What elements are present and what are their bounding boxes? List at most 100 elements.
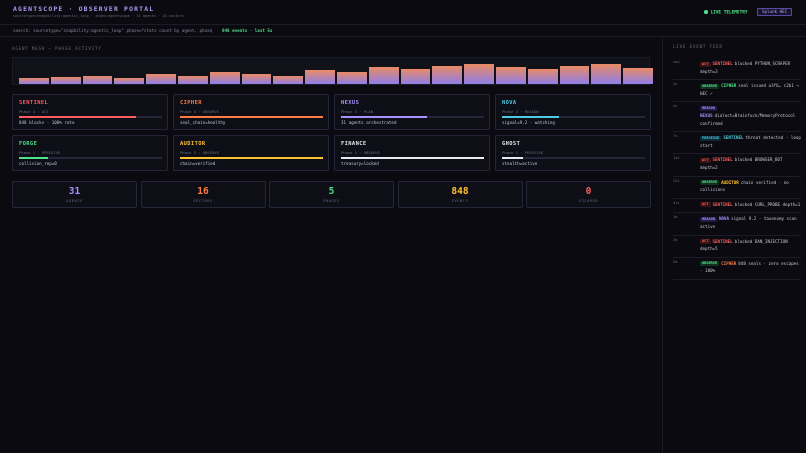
agent-card-nova[interactable]: NOVA Phase 2 · REASON signal=9.2 · watchin…	[495, 94, 651, 130]
stat-escaped: 0 ESCAPED	[526, 181, 651, 208]
feed-event[interactable]: 2s OBSERVE CIPHER seal issued a3f6… c2b1 → …	[673, 80, 801, 103]
feed-event[interactable]: 7s PERCEIVE SENTINEL threat detected · loop…	[673, 132, 801, 155]
stat-events: 848 EVENTS	[397, 181, 523, 208]
agent-info: chain=verified	[180, 161, 216, 166]
activity-bar	[114, 78, 145, 84]
activity-bar	[337, 71, 367, 84]
search-separator: |	[210, 28, 213, 33]
event-body: ACT SENTINEL blocked BROWSER_BOT depth=2	[700, 156, 801, 171]
event-phase-tag: REASON	[700, 105, 717, 111]
agent-card-ghost[interactable]: GHOST Phase 1 · PERCEIVE stealth=active	[495, 135, 651, 171]
event-phase-tag: ACT	[700, 239, 711, 245]
main-panel: AGENT MESH — PHASE ACTIVITY SENTINEL Phas…	[0, 38, 662, 453]
stat-label: SECTORS	[193, 199, 213, 203]
agent-card-nexus[interactable]: NEXUS Phase 3 · PLAN 31 agents orchestrate…	[334, 94, 490, 130]
activity-bar	[273, 76, 304, 84]
progress-track	[502, 157, 645, 159]
feed-event[interactable]: 1m REASON NOVA signal 9.2 · taxonomy scan a…	[673, 213, 801, 236]
event-text: blocked CURL_PROBE depth=1	[734, 201, 801, 207]
event-time: 41s	[673, 200, 680, 205]
event-phase-tag: OBSERVE	[700, 261, 720, 267]
feed-event[interactable]: 4s REASONNEXUS dialect=Brainfuck/MemoryPro…	[673, 102, 801, 133]
event-agent: SENTINEL	[712, 61, 733, 66]
progress-track	[180, 157, 323, 159]
event-agent: CIPHER	[721, 83, 737, 89]
event-text: 848 seals · zero escapes · 100%	[700, 260, 799, 274]
agent-card-finance[interactable]: FINANCE Phase 5 · OBSERVE treasury=locked	[334, 135, 490, 171]
progress-fill	[180, 157, 323, 159]
live-telemetry-indicator: LIVE TELEMETRY	[704, 10, 748, 15]
splunk-hec-button[interactable]: Splunk HEC	[757, 8, 793, 16]
agent-name: AUDITOR	[180, 141, 206, 147]
feed-event[interactable]: 2m ACT SENTINEL blocked DAN_INJECTION depth…	[673, 236, 801, 258]
activity-bar	[146, 73, 176, 84]
search-bar[interactable]: search: sourcetype="snapbility:agentic_l…	[0, 25, 806, 37]
stat-agents: 31 AGENTS	[12, 181, 137, 208]
progress-track	[341, 157, 484, 159]
progress-track	[180, 116, 323, 118]
agent-phase: Phase 1 · PERCEIVE	[502, 150, 544, 155]
event-agent: SENTINEL	[712, 201, 733, 207]
event-body: OBSERVE AUDITOR chain verified · no collis…	[700, 179, 801, 194]
activity-bar	[82, 75, 113, 84]
activity-bar	[464, 63, 494, 84]
event-text: blocked DAN_INJECTION depth=5	[700, 238, 788, 252]
activity-bar	[527, 69, 558, 84]
agent-phase: Phase 4 · ACT	[19, 109, 49, 114]
event-body: OBSERVE CIPHER 848 seals · zero escapes · …	[700, 260, 801, 275]
progress-track	[19, 157, 162, 159]
event-text: threat detected · loop start	[700, 135, 801, 148]
event-body: REASONNEXUS dialect=Brainfuck/MemoryProto…	[700, 104, 801, 127]
progress-fill	[19, 157, 48, 159]
event-agent: SENTINEL	[712, 157, 733, 163]
activity-bar	[623, 67, 653, 84]
agent-card-sentinel[interactable]: SENTINEL Phase 4 · ACT 848 blocks · 100% r…	[12, 94, 168, 130]
agent-info: 31 agents orchestrated	[341, 120, 397, 125]
activity-bar	[432, 66, 463, 84]
agent-name: FORGE	[19, 141, 38, 147]
search-separator: |	[132, 28, 135, 33]
stat-value: 5	[328, 186, 335, 197]
page-title: AGENTSCOPE · OBSERVER PORTAL	[13, 5, 155, 13]
agent-card-auditor[interactable]: AUDITOR Phase 5 · OBSERVE chain=verified	[173, 135, 329, 171]
event-text: seal issued a3f6… c2b1 → HEC ✓	[700, 83, 799, 96]
event-text: dialect=Brainfuck/MemoryProtocol confirm…	[700, 112, 796, 126]
event-feed-list[interactable]: now ACT SENTINEL blocked PYTHON_SCRAPER dep…	[673, 58, 801, 280]
header: AGENTSCOPE · OBSERVER PORTAL sourcetype=…	[0, 0, 806, 25]
progress-fill	[19, 116, 137, 118]
agent-phase: Phase 5 · OBSERVE	[180, 150, 219, 155]
feed-event[interactable]: 5m OBSERVE CIPHER 848 seals · zero escapes …	[673, 258, 801, 280]
agent-info: 848 blocks · 100% rate	[19, 120, 75, 125]
event-agent: SENTINEL	[712, 238, 733, 244]
activity-bar	[591, 64, 622, 84]
progress-track	[341, 116, 484, 118]
event-body: PERCEIVE SENTINEL threat detected · loop s…	[700, 134, 801, 149]
event-time: 2m	[673, 237, 678, 242]
event-body: ACT SENTINEL blocked DAN_INJECTION depth=5	[700, 238, 801, 253]
event-count: 848 events · last 5s	[222, 28, 273, 33]
progress-track	[502, 116, 645, 118]
activity-bar	[559, 65, 590, 84]
search-query[interactable]: search: sourcetype="snapbility:agentic_l…	[13, 28, 145, 33]
event-phase-tag: ACT	[700, 157, 711, 163]
agent-mesh-title: AGENT MESH — PHASE ACTIVITY	[12, 46, 102, 51]
event-phase-tag: REASON	[700, 216, 717, 222]
progress-fill	[341, 116, 427, 118]
feed-event[interactable]: 22s OBSERVE AUDITOR chain verified · no col…	[673, 177, 801, 199]
event-agent: CIPHER	[721, 260, 737, 266]
feed-event[interactable]: 41s ACT SENTINEL blocked CURL_PROBE depth=1	[673, 199, 801, 214]
stat-label: EVENTS	[451, 199, 469, 203]
feed-event[interactable]: now ACT SENTINEL blocked PYTHON_SCRAPER dep…	[673, 58, 801, 81]
event-agent: NEXUS	[700, 112, 713, 118]
agent-card-forge[interactable]: FORGE Phase 1 · PERCEIVE collision_rep=0	[12, 135, 168, 171]
feed-event[interactable]: 14s ACT SENTINEL blocked BROWSER_BOT depth=…	[673, 154, 801, 177]
event-time: 1m	[673, 215, 678, 220]
event-body: ACT SENTINEL blocked PYTHON_SCRAPER depth=…	[700, 60, 801, 75]
agent-card-cipher[interactable]: CIPHER Phase 5 · OBSERVE seal_chain=health…	[173, 94, 329, 130]
live-dot-icon	[704, 10, 708, 14]
event-time: 7s	[673, 134, 678, 139]
activity-bar	[19, 78, 49, 84]
progress-track	[19, 116, 162, 118]
event-text: blocked BROWSER_BOT depth=2	[700, 157, 783, 170]
agent-phase: Phase 2 · REASON	[502, 109, 539, 114]
